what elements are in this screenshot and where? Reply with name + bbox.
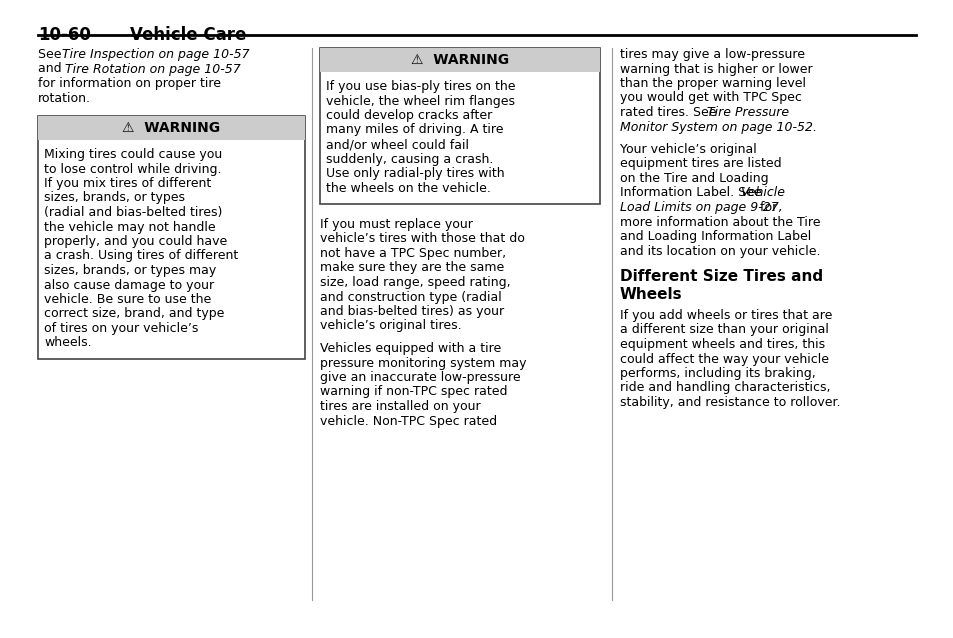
Text: could affect the way your vehicle: could affect the way your vehicle — [619, 353, 828, 366]
Text: correct size, brand, and type: correct size, brand, and type — [44, 308, 224, 320]
Text: ride and handling characteristics,: ride and handling characteristics, — [619, 382, 830, 394]
Bar — [319, 48, 599, 204]
Text: a crash. Using tires of different: a crash. Using tires of different — [44, 249, 238, 262]
Text: the vehicle may not handle: the vehicle may not handle — [44, 221, 215, 234]
Text: If you add wheels or tires that are: If you add wheels or tires that are — [619, 309, 832, 322]
Text: Vehicle: Vehicle — [740, 186, 784, 200]
Text: 10-60: 10-60 — [38, 26, 91, 44]
Text: rotation.: rotation. — [38, 91, 91, 105]
Text: suddenly, causing a crash.: suddenly, causing a crash. — [326, 152, 493, 165]
Text: Vehicles equipped with a tire: Vehicles equipped with a tire — [319, 342, 500, 355]
Text: Your vehicle’s original: Your vehicle’s original — [619, 143, 756, 156]
Text: Mixing tires could cause you: Mixing tires could cause you — [44, 148, 222, 161]
Text: If you must replace your: If you must replace your — [319, 218, 473, 231]
Text: could develop cracks after: could develop cracks after — [326, 109, 492, 122]
Text: If you mix tires of different: If you mix tires of different — [44, 177, 211, 190]
Text: sizes, brands, or types may: sizes, brands, or types may — [44, 264, 216, 277]
Text: many miles of driving. A tire: many miles of driving. A tire — [326, 124, 503, 137]
Text: Vehicle Care: Vehicle Care — [130, 26, 246, 44]
Text: tires are installed on your: tires are installed on your — [319, 400, 480, 413]
Text: and bias-belted tires) as your: and bias-belted tires) as your — [319, 305, 503, 318]
Text: Monitor System on page 10-52.: Monitor System on page 10-52. — [619, 121, 816, 133]
Text: more information about the Tire: more information about the Tire — [619, 216, 820, 228]
Text: If you use bias-ply tires on the: If you use bias-ply tires on the — [326, 80, 515, 93]
Text: for: for — [755, 201, 777, 214]
Text: rated tires. See: rated tires. See — [619, 106, 720, 119]
Text: the wheels on the vehicle.: the wheels on the vehicle. — [326, 181, 491, 195]
Text: Tire Rotation on page 10-57: Tire Rotation on page 10-57 — [65, 63, 240, 75]
Text: Wheels: Wheels — [619, 287, 682, 302]
Text: size, load range, speed rating,: size, load range, speed rating, — [319, 276, 510, 289]
Text: equipment tires are listed: equipment tires are listed — [619, 158, 781, 170]
Text: See: See — [38, 48, 66, 61]
Text: and: and — [38, 63, 66, 75]
Text: properly, and you could have: properly, and you could have — [44, 235, 227, 248]
Text: to lose control while driving.: to lose control while driving. — [44, 163, 221, 175]
Text: wheels.: wheels. — [44, 336, 91, 350]
Text: Different Size Tires and: Different Size Tires and — [619, 269, 822, 284]
Text: than the proper warning level: than the proper warning level — [619, 77, 805, 90]
Text: and/or wheel could fail: and/or wheel could fail — [326, 138, 469, 151]
Text: equipment wheels and tires, this: equipment wheels and tires, this — [619, 338, 824, 351]
Text: pressure monitoring system may: pressure monitoring system may — [319, 357, 526, 369]
Text: Tire Inspection on page 10-57: Tire Inspection on page 10-57 — [62, 48, 250, 61]
Text: (radial and bias-belted tires): (radial and bias-belted tires) — [44, 206, 222, 219]
Text: you would get with TPC Spec: you would get with TPC Spec — [619, 91, 801, 105]
Bar — [38, 116, 305, 140]
Text: vehicle. Be sure to use the: vehicle. Be sure to use the — [44, 293, 211, 306]
Text: performs, including its braking,: performs, including its braking, — [619, 367, 815, 380]
Text: warning if non-TPC spec rated: warning if non-TPC spec rated — [319, 385, 507, 399]
Text: ⚠  WARNING: ⚠ WARNING — [122, 121, 220, 135]
Text: and construction type (radial: and construction type (radial — [319, 290, 501, 304]
Text: warning that is higher or lower: warning that is higher or lower — [619, 63, 812, 75]
Text: and Loading Information Label: and Loading Information Label — [619, 230, 810, 243]
Text: give an inaccurate low-pressure: give an inaccurate low-pressure — [319, 371, 520, 384]
Text: of tires on your vehicle’s: of tires on your vehicle’s — [44, 322, 198, 335]
Text: make sure they are the same: make sure they are the same — [319, 262, 504, 274]
Text: sizes, brands, or types: sizes, brands, or types — [44, 191, 185, 205]
Text: Load Limits on page 9-27,: Load Limits on page 9-27, — [619, 201, 781, 214]
Text: vehicle’s tires with those that do: vehicle’s tires with those that do — [319, 232, 524, 246]
Text: tires may give a low-pressure: tires may give a low-pressure — [619, 48, 804, 61]
Text: Tire Pressure: Tire Pressure — [706, 106, 788, 119]
Text: not have a TPC Spec number,: not have a TPC Spec number, — [319, 247, 506, 260]
Text: for information on proper tire: for information on proper tire — [38, 77, 221, 90]
Text: and its location on your vehicle.: and its location on your vehicle. — [619, 244, 820, 258]
Text: a different size than your original: a different size than your original — [619, 323, 828, 336]
Text: Information Label. See: Information Label. See — [619, 186, 765, 200]
Text: Use only radial-ply tires with: Use only radial-ply tires with — [326, 167, 504, 180]
Text: ⚠  WARNING: ⚠ WARNING — [411, 53, 509, 67]
Text: stability, and resistance to rollover.: stability, and resistance to rollover. — [619, 396, 840, 409]
Text: also cause damage to your: also cause damage to your — [44, 279, 213, 292]
Bar — [38, 116, 305, 359]
Text: vehicle’s original tires.: vehicle’s original tires. — [319, 320, 461, 332]
Text: vehicle. Non-TPC Spec rated: vehicle. Non-TPC Spec rated — [319, 415, 497, 427]
Text: on the Tire and Loading: on the Tire and Loading — [619, 172, 768, 185]
Bar — [319, 48, 599, 72]
Text: vehicle, the wheel rim flanges: vehicle, the wheel rim flanges — [326, 94, 515, 107]
